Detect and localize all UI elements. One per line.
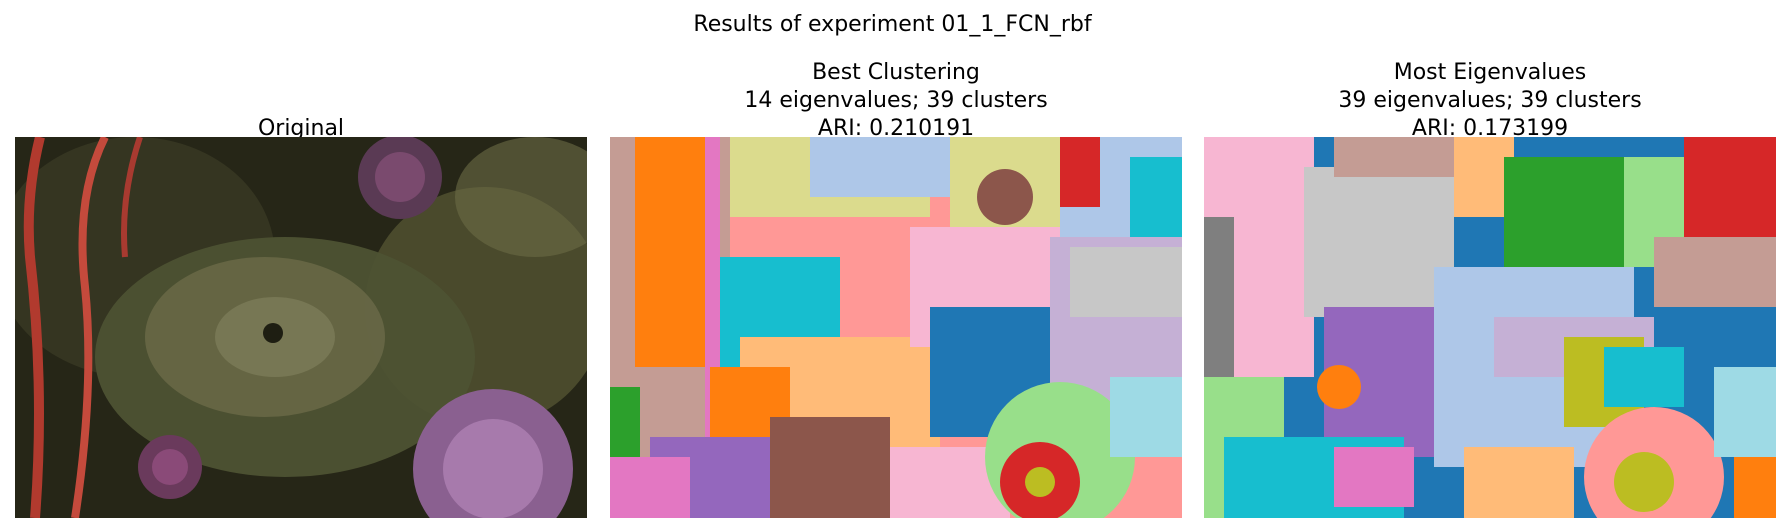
- panel-title: Original: [15, 115, 587, 143]
- figure-suptitle: Results of experiment 01_1_FCN_rbf: [693, 12, 1092, 37]
- best-clustering-image: [610, 137, 1182, 518]
- panel-title-line: Original: [257, 116, 345, 141]
- most-eigenvalues-image: [1204, 137, 1776, 518]
- panel-original: Original: [15, 0, 587, 532]
- panel-title-line: 14 eigenvalues; 39 clusters: [744, 88, 1048, 113]
- original-image: [15, 137, 587, 518]
- panel-title-line: ARI: 0.173199: [1411, 116, 1569, 141]
- panel-title-line: ARI: 0.210191: [817, 116, 975, 141]
- panel-title: Best Clustering 14 eigenvalues; 39 clust…: [610, 59, 1182, 143]
- panel-title-line: 39 eigenvalues; 39 clusters: [1338, 88, 1642, 113]
- panel-title: Most Eigenvalues 39 eigenvalues; 39 clus…: [1204, 59, 1776, 143]
- panel-title-line: Best Clustering: [812, 60, 980, 85]
- panel-title-line: Most Eigenvalues: [1393, 60, 1587, 85]
- panel-most-eigenvalues: Most Eigenvalues 39 eigenvalues; 39 clus…: [1204, 0, 1776, 532]
- panel-best-clustering: Best Clustering 14 eigenvalues; 39 clust…: [610, 0, 1182, 532]
